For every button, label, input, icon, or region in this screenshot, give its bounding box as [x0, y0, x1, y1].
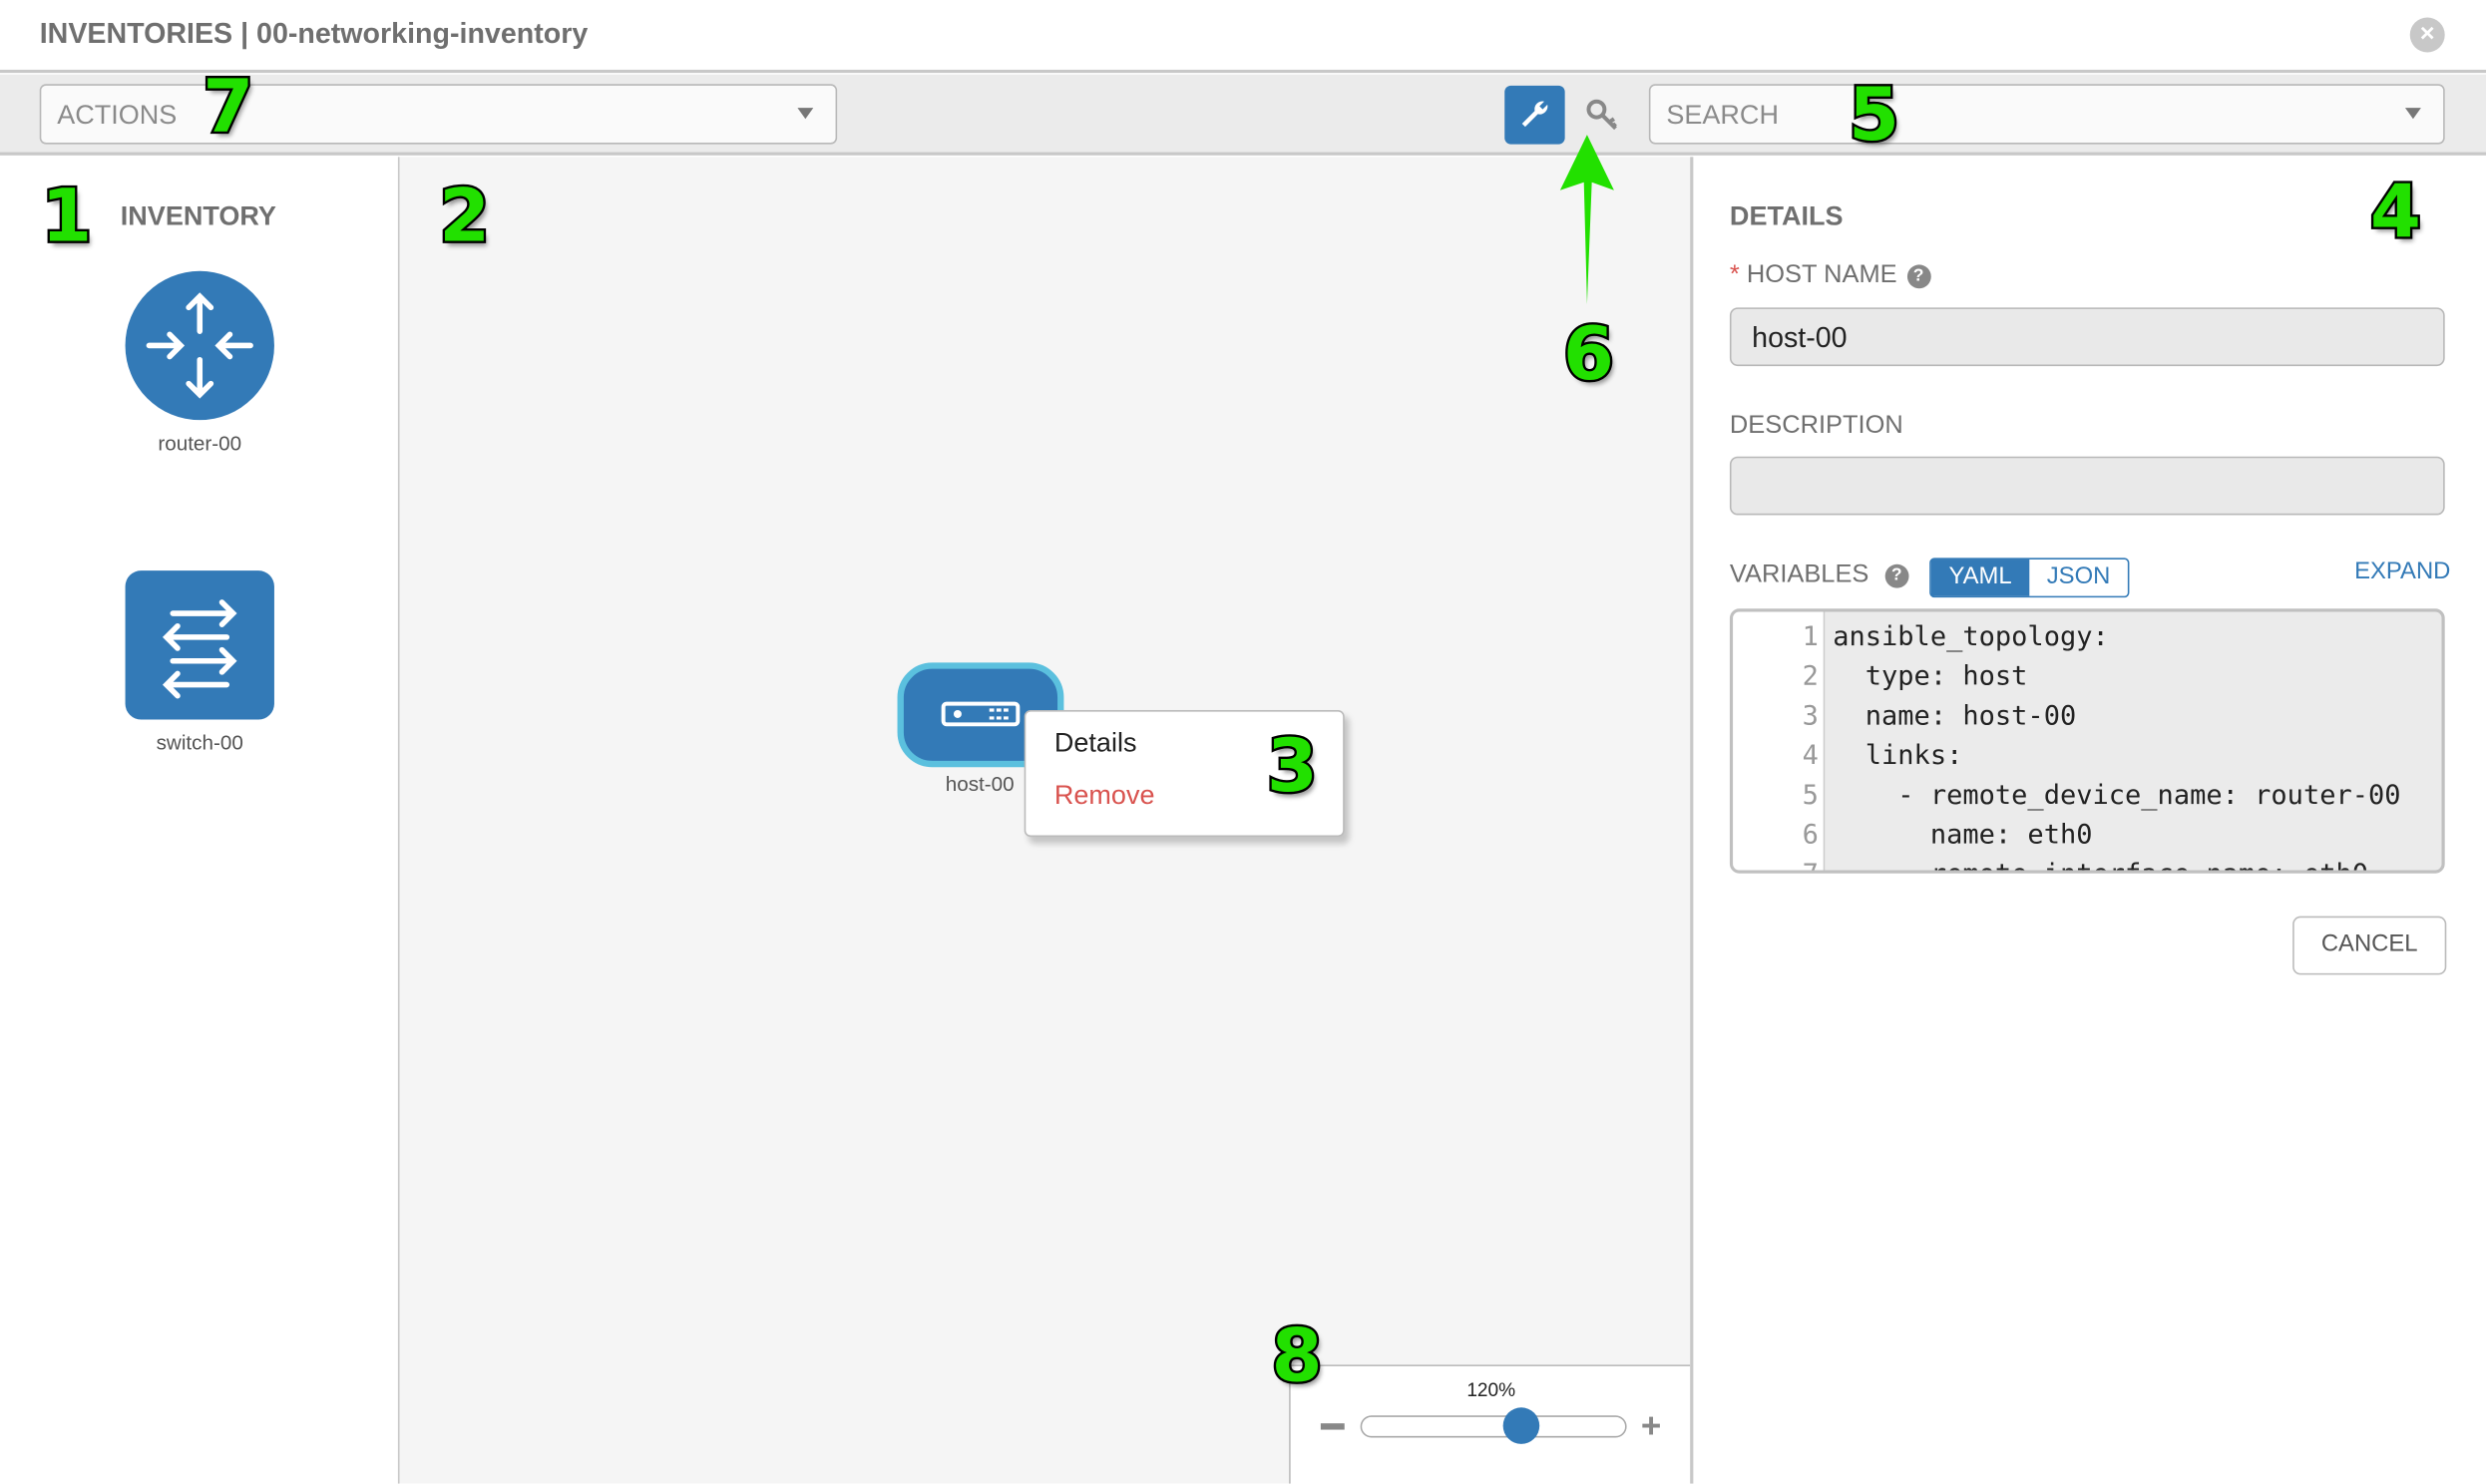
router-icon [146, 292, 253, 399]
line-number: 7 [1733, 859, 1819, 870]
host-name-label-text: HOST NAME [1746, 261, 1897, 289]
wrench-button[interactable] [1504, 85, 1565, 145]
chevron-down-icon [2404, 108, 2421, 120]
line-number: 3 [1802, 700, 1819, 733]
annotation-7: 7 [201, 63, 256, 150]
code-line: type: host [1833, 660, 2028, 693]
annotation-8: 8 [1269, 1311, 1325, 1398]
zoom-slider[interactable] [1360, 1407, 1627, 1444]
variables-label: VARIABLES? [1729, 560, 1909, 590]
line-number: 1 [1802, 621, 1819, 653]
line-number: 6 [1802, 819, 1819, 852]
variables-editor[interactable]: 1 ansible_topology: 2 type: host 3 name: ho… [1729, 608, 2445, 874]
switch-label: switch-00 [156, 730, 243, 755]
annotation-5: 5 [1847, 71, 1902, 158]
wrench-icon [1521, 101, 1548, 128]
description-input[interactable] [1729, 456, 2445, 516]
annotation-3: 3 [1264, 722, 1320, 809]
annotation-4: 4 [2368, 168, 2424, 254]
line-number: 5 [1802, 779, 1819, 812]
required-mark: * [1729, 261, 1740, 289]
zoom-slider-knob[interactable] [1503, 1407, 1540, 1444]
code-line: name: host-00 [1833, 700, 2077, 733]
details-title: DETAILS [1729, 200, 1844, 232]
line-gutter [1733, 611, 1826, 871]
zoom-in-icon[interactable]: + [1640, 1405, 1662, 1446]
expand-link[interactable]: EXPAND [2354, 557, 2451, 585]
annotation-1: 1 [39, 173, 95, 259]
annotation-6: 6 [1561, 310, 1617, 397]
zoom-out-icon[interactable] [1320, 1423, 1345, 1430]
host-label: host-00 [945, 771, 1015, 796]
actions-placeholder: ACTIONS [57, 100, 178, 131]
host-name-input[interactable]: host-00 [1729, 307, 2445, 367]
header: INVENTORIES | 00-networking-inventory × [0, 0, 2486, 74]
chevron-down-icon [797, 108, 814, 120]
zoom-widget: 120% + [1289, 1364, 1691, 1484]
router-label: router-00 [158, 431, 242, 456]
line-number: 4 [1802, 740, 1819, 772]
inventory-panel: INVENTORY router-00 switch-00 [0, 157, 400, 1484]
menu-item-details[interactable]: Details [1053, 727, 1137, 758]
code-line: - remote_device_name: router-00 [1833, 779, 2401, 812]
close-icon[interactable]: × [2409, 17, 2445, 53]
green-arrow-annotation [1559, 135, 1614, 305]
yaml-toggle[interactable]: YAML [1930, 559, 2030, 596]
search-input[interactable]: SEARCH [1648, 84, 2445, 145]
topology-canvas[interactable]: host-00 Details Remove 120% + [399, 157, 1691, 1484]
code-line: name: eth0 [1833, 819, 2093, 852]
annotation-2: 2 [437, 173, 493, 259]
search-placeholder: SEARCH [1666, 100, 1779, 131]
host-server-icon [941, 701, 1021, 727]
format-toggle: YAML JSON [1929, 557, 2130, 598]
key-icon [1586, 99, 1617, 131]
json-toggle[interactable]: JSON [2046, 562, 2111, 590]
variables-label-text: VARIABLES [1729, 560, 1869, 588]
inventory-item-switch[interactable] [125, 570, 274, 720]
actions-dropdown[interactable]: ACTIONS [39, 84, 838, 145]
toolbar: ACTIONS SEARCH [0, 74, 2486, 156]
inventory-item-router[interactable] [125, 270, 274, 421]
code-line: links: [1833, 740, 1963, 772]
menu-item-remove[interactable]: Remove [1053, 779, 1155, 811]
code-line: ansible_topology: [1833, 621, 2109, 653]
help-icon[interactable]: ? [1884, 563, 1909, 588]
code-line: remote_interface_name: eth0 [1833, 859, 2368, 870]
inventory-title: INVENTORY [120, 200, 276, 232]
context-menu: Details Remove [1024, 710, 1345, 838]
cancel-button[interactable]: CANCEL [2292, 916, 2447, 975]
key-button[interactable] [1582, 95, 1623, 136]
page-title: INVENTORIES | 00-networking-inventory [39, 17, 589, 50]
host-name-label: * HOST NAME? [1730, 261, 1930, 290]
line-number: 2 [1802, 660, 1819, 693]
help-icon[interactable]: ? [1906, 264, 1930, 289]
zoom-level: 120% [1466, 1378, 1516, 1401]
description-label: DESCRIPTION [1729, 412, 1903, 440]
switch-icon [162, 599, 237, 699]
